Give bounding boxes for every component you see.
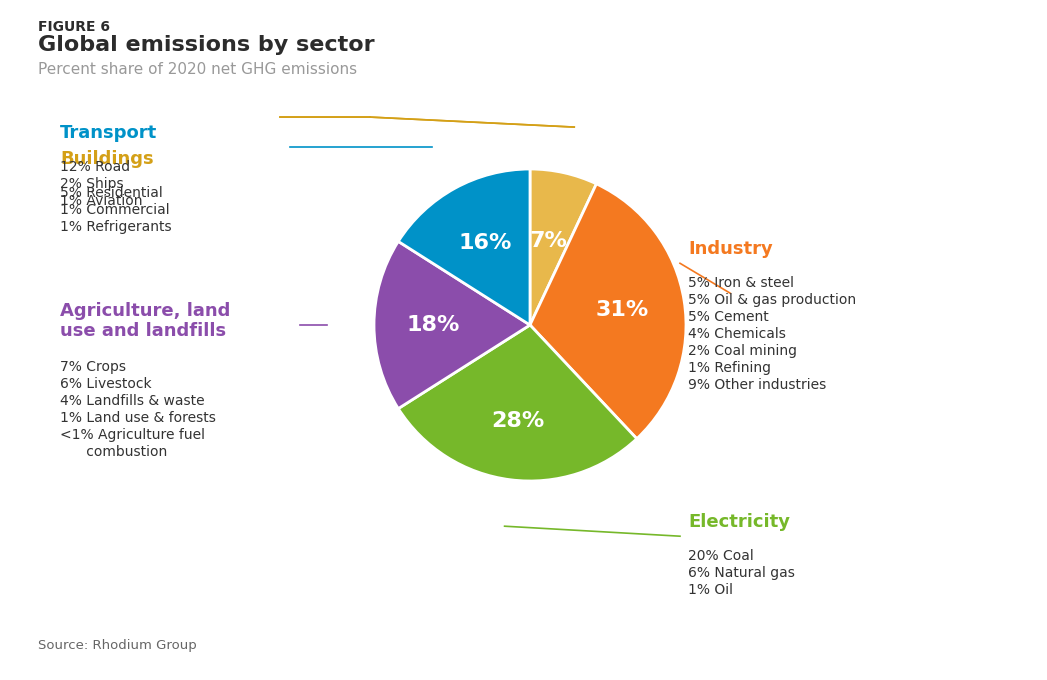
Text: Industry: Industry	[688, 240, 773, 258]
Text: 6% Natural gas: 6% Natural gas	[688, 566, 795, 580]
Wedge shape	[530, 184, 686, 439]
Wedge shape	[374, 241, 530, 409]
Text: 1% Commercial: 1% Commercial	[60, 203, 170, 217]
Text: 4% Chemicals: 4% Chemicals	[688, 327, 786, 341]
Text: FIGURE 6: FIGURE 6	[38, 20, 110, 34]
Text: Buildings: Buildings	[60, 150, 154, 168]
Text: 2% Ships: 2% Ships	[60, 177, 124, 191]
Text: 31%: 31%	[596, 301, 649, 320]
Text: 5% Iron & steel: 5% Iron & steel	[688, 276, 794, 290]
Text: 1% Refining: 1% Refining	[688, 361, 771, 375]
Text: <1% Agriculture fuel: <1% Agriculture fuel	[60, 428, 205, 442]
Text: 5% Cement: 5% Cement	[688, 310, 768, 324]
Text: Global emissions by sector: Global emissions by sector	[38, 35, 375, 55]
Text: 12% Road: 12% Road	[60, 160, 130, 174]
Text: Transport: Transport	[60, 124, 157, 142]
Text: use and landfills: use and landfills	[60, 322, 226, 340]
Text: Percent share of 2020 net GHG emissions: Percent share of 2020 net GHG emissions	[38, 62, 357, 77]
Text: Source: Rhodium Group: Source: Rhodium Group	[38, 639, 197, 652]
Wedge shape	[530, 169, 597, 325]
Text: 1% Oil: 1% Oil	[688, 583, 733, 597]
Text: 5% Oil & gas production: 5% Oil & gas production	[688, 293, 856, 307]
Text: 7%: 7%	[530, 231, 567, 252]
Text: 7% Crops: 7% Crops	[60, 360, 126, 374]
Text: 1% Aviation: 1% Aviation	[60, 194, 142, 208]
Text: combustion: combustion	[60, 445, 168, 459]
Text: Agriculture, land: Agriculture, land	[60, 302, 230, 320]
Text: 1% Land use & forests: 1% Land use & forests	[60, 411, 216, 425]
Text: 16%: 16%	[459, 233, 512, 253]
Wedge shape	[398, 169, 530, 325]
Text: 9% Other industries: 9% Other industries	[688, 378, 826, 392]
Text: 18%: 18%	[406, 315, 460, 335]
Wedge shape	[398, 325, 637, 481]
Text: 1% Refrigerants: 1% Refrigerants	[60, 220, 172, 234]
Text: 5% Residential: 5% Residential	[60, 186, 162, 200]
Text: 6% Livestock: 6% Livestock	[60, 377, 152, 391]
Text: 4% Landfills & waste: 4% Landfills & waste	[60, 394, 204, 408]
Text: 28%: 28%	[491, 411, 544, 431]
Text: 20% Coal: 20% Coal	[688, 549, 754, 563]
Text: 2% Coal mining: 2% Coal mining	[688, 344, 797, 358]
Text: Electricity: Electricity	[688, 513, 790, 531]
